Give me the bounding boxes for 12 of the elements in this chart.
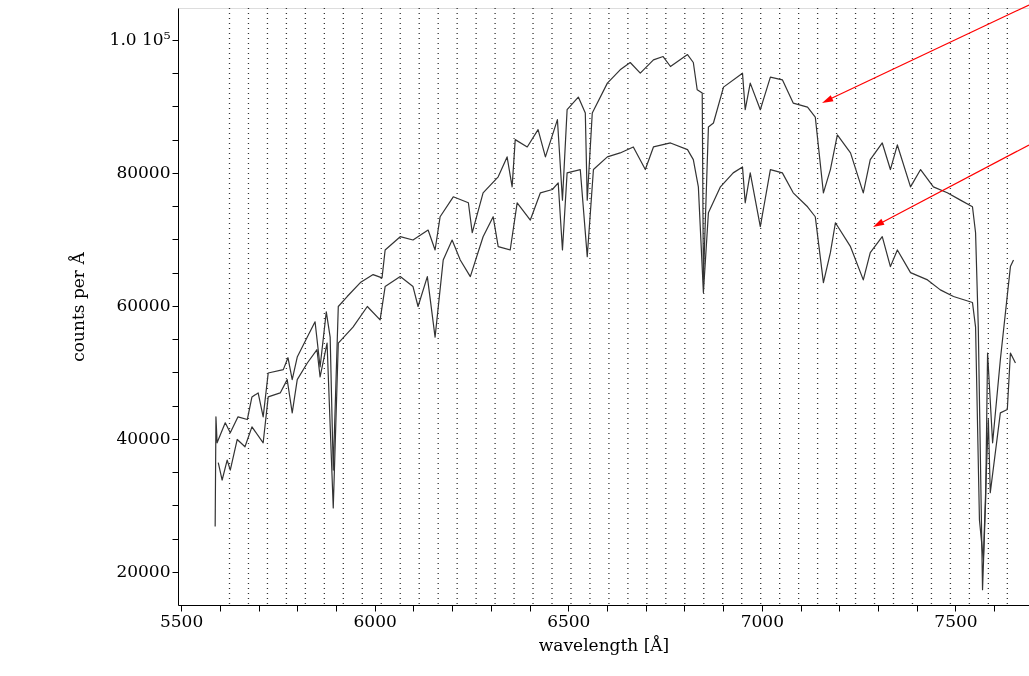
x-tick-label: 6000 xyxy=(353,610,397,631)
x-axis-title: wavelength [Å] xyxy=(538,634,670,655)
y-tick-label: 40000 xyxy=(116,428,171,449)
y-axis-title: counts per Å xyxy=(67,251,88,362)
y-tick-label: 20000 xyxy=(116,561,171,582)
x-tick-label: 6500 xyxy=(547,610,591,631)
y-tick-label: 80000 xyxy=(116,162,171,183)
y-tick-label: 1.0 10⁵ xyxy=(109,29,171,50)
y-tick-label: 60000 xyxy=(116,295,171,316)
x-tick-label: 5500 xyxy=(159,610,204,631)
x-tick-label: 7000 xyxy=(740,610,784,631)
x-tick-label: 7500 xyxy=(934,610,978,631)
